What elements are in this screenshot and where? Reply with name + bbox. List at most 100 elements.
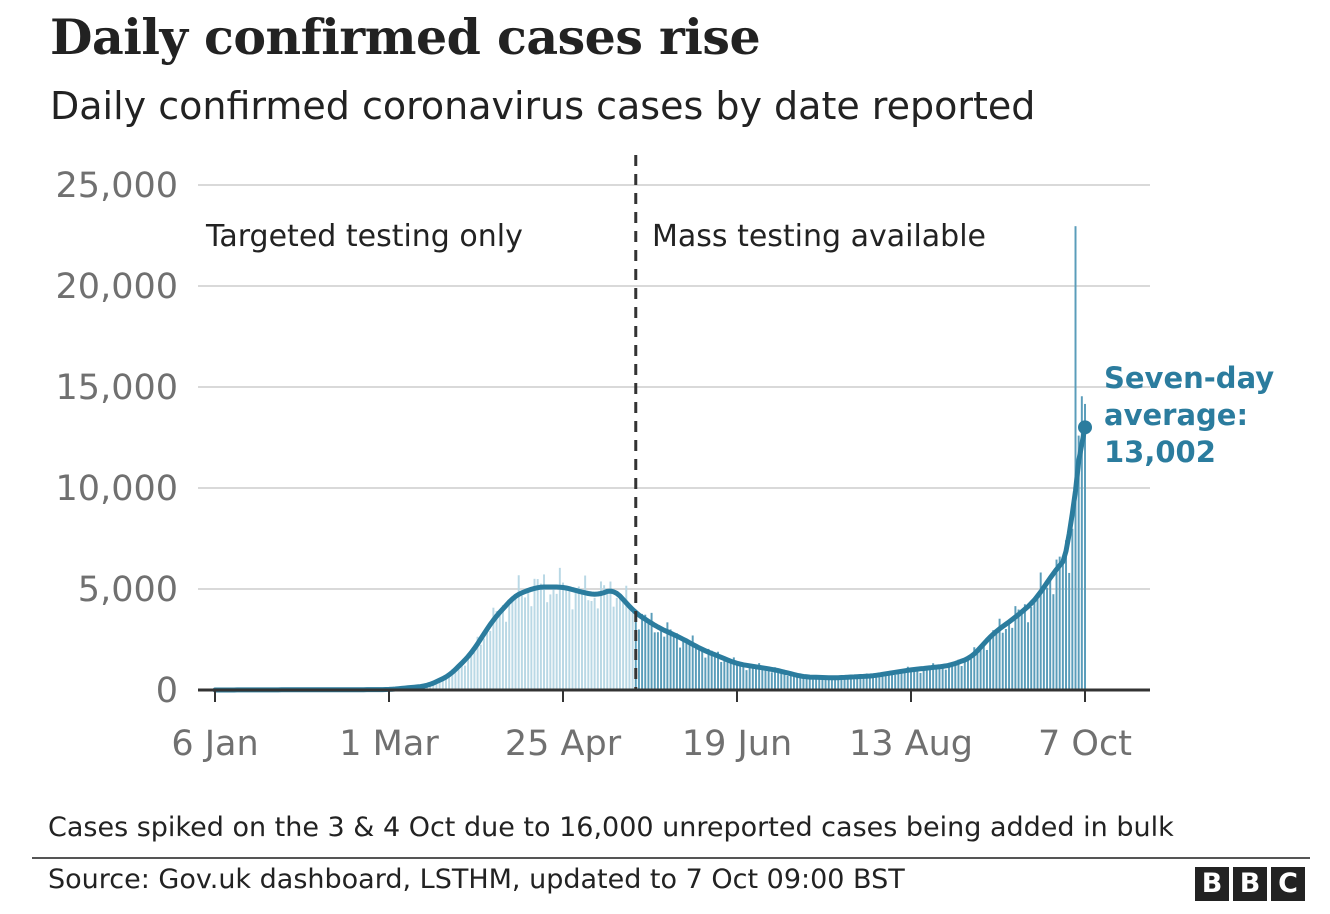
daily-bar bbox=[935, 668, 938, 690]
daily-bar bbox=[796, 675, 799, 690]
daily-bar bbox=[596, 608, 599, 690]
daily-bar bbox=[900, 671, 903, 690]
daily-bar bbox=[688, 642, 691, 690]
daily-bar bbox=[565, 589, 568, 690]
daily-bar bbox=[1084, 403, 1086, 690]
daily-bar bbox=[457, 667, 460, 690]
daily-bar bbox=[470, 651, 473, 690]
daily-bar bbox=[476, 636, 479, 690]
daily-bar bbox=[546, 602, 549, 690]
daily-bar bbox=[653, 632, 656, 690]
daily-bar bbox=[995, 629, 998, 690]
daily-bar bbox=[1030, 606, 1033, 690]
daily-bar bbox=[650, 612, 653, 690]
daily-bar bbox=[951, 662, 954, 690]
daily-bar bbox=[1011, 627, 1014, 690]
daily-bar bbox=[992, 630, 995, 690]
x-tick-label: 25 Apr bbox=[505, 724, 622, 764]
daily-bar bbox=[805, 677, 808, 690]
daily-bar bbox=[1061, 556, 1064, 690]
annotation-line-2: average: bbox=[1104, 398, 1248, 432]
source-line: Source: Gov.uk dashboard, LSTHM, updated… bbox=[48, 864, 905, 895]
daily-bar bbox=[811, 679, 814, 690]
daily-bar bbox=[1027, 622, 1030, 690]
daily-bar bbox=[979, 648, 982, 690]
x-tick-label: 7 Oct bbox=[1038, 724, 1132, 764]
daily-bar bbox=[1004, 629, 1007, 690]
daily-bar bbox=[644, 614, 647, 690]
daily-bar bbox=[663, 636, 666, 690]
daily-bar bbox=[989, 634, 992, 690]
chart-footnote: Cases spiked on the 3 & 4 Oct due to 16,… bbox=[48, 812, 1174, 843]
y-tick-label: 10,000 bbox=[56, 469, 178, 509]
daily-bar bbox=[960, 666, 963, 690]
daily-bar bbox=[482, 638, 485, 690]
daily-bar bbox=[815, 676, 818, 690]
daily-bar bbox=[1017, 609, 1020, 690]
daily-bar bbox=[441, 679, 444, 690]
daily-bar bbox=[843, 676, 846, 690]
phase-label-mass: Mass testing available bbox=[652, 219, 986, 254]
daily-bar bbox=[830, 678, 833, 690]
daily-bar bbox=[1046, 587, 1049, 690]
daily-bar bbox=[599, 581, 602, 690]
daily-bar bbox=[704, 657, 707, 690]
daily-bar bbox=[1042, 588, 1045, 690]
daily-bar bbox=[1014, 606, 1017, 690]
daily-bar bbox=[932, 663, 935, 690]
daily-bar bbox=[723, 660, 726, 690]
daily-bar bbox=[840, 675, 843, 690]
x-tick-label: 6 Jan bbox=[171, 724, 258, 764]
daily-bar bbox=[856, 677, 859, 690]
daily-bar bbox=[672, 634, 675, 690]
daily-bar bbox=[609, 581, 612, 690]
daily-bar bbox=[641, 613, 644, 690]
daily-bar bbox=[919, 672, 922, 690]
daily-bar bbox=[1055, 559, 1058, 690]
daily-bar bbox=[941, 667, 944, 690]
daily-bar bbox=[438, 681, 441, 690]
daily-bar bbox=[1020, 610, 1023, 690]
daily-bar bbox=[732, 657, 735, 690]
daily-bar bbox=[966, 659, 969, 690]
daily-bar bbox=[666, 622, 669, 690]
bbc-logo-letter: B bbox=[1195, 867, 1229, 901]
daily-bar bbox=[713, 653, 716, 690]
daily-bar bbox=[970, 659, 973, 690]
daily-bar bbox=[963, 661, 966, 690]
daily-bar bbox=[435, 680, 438, 690]
daily-bar bbox=[726, 660, 729, 690]
daily-bar bbox=[821, 677, 824, 690]
daily-bar bbox=[524, 597, 527, 690]
daily-bar bbox=[998, 618, 1001, 690]
daily-bar bbox=[685, 639, 688, 690]
daily-bar bbox=[628, 605, 631, 690]
daily-bar bbox=[1065, 540, 1067, 690]
daily-bar bbox=[511, 595, 514, 690]
daily-bar bbox=[910, 668, 912, 690]
daily-bar bbox=[720, 662, 723, 690]
daily-bar bbox=[473, 647, 476, 690]
daily-bar bbox=[777, 669, 780, 690]
daily-bar bbox=[682, 640, 685, 690]
daily-bar bbox=[780, 670, 783, 690]
seven-day-average-line bbox=[212, 424, 1088, 693]
daily-bar bbox=[577, 586, 580, 690]
daily-bar bbox=[625, 585, 628, 690]
daily-bar bbox=[514, 595, 517, 690]
daily-bar bbox=[539, 583, 542, 690]
daily-bar bbox=[584, 575, 587, 690]
daily-bar bbox=[432, 682, 435, 690]
daily-bar bbox=[897, 673, 900, 690]
daily-bar bbox=[751, 665, 754, 690]
daily-bar bbox=[789, 674, 792, 690]
x-tick-label: 19 Jun bbox=[682, 724, 792, 764]
daily-bar bbox=[1036, 597, 1039, 690]
average-end-marker bbox=[1078, 420, 1092, 435]
daily-bar bbox=[849, 676, 852, 690]
daily-bar bbox=[903, 672, 906, 690]
daily-bar bbox=[853, 679, 856, 690]
daily-bar bbox=[590, 600, 593, 690]
daily-bar bbox=[887, 672, 890, 690]
daily-bar bbox=[710, 650, 713, 690]
